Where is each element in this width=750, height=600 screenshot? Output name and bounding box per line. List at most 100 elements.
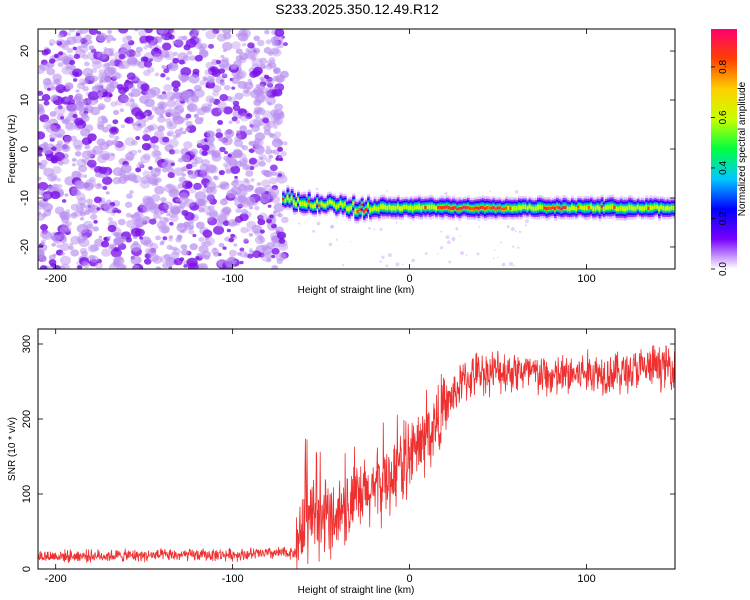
spectrogram-noise-mark — [225, 168, 232, 174]
spectrogram-noise-mark — [274, 117, 284, 125]
spectrogram-noise-mark — [65, 122, 75, 130]
spectrogram-noise-mark — [237, 108, 248, 117]
spectrogram-signal-mark — [562, 205, 566, 210]
spectrogram-noise-mark — [277, 213, 283, 218]
spectrogram-signal-mark — [566, 206, 570, 211]
spectrogram-noise-mark — [130, 102, 138, 109]
spectrogram-noise-mark — [105, 84, 116, 93]
spectrogram-signal-mark — [477, 206, 481, 211]
spectrogram-noise-mark — [198, 237, 205, 243]
spectrogram-signal-mark — [564, 205, 568, 210]
spectrogram-signal-mark — [532, 206, 536, 211]
spectrogram-noise-mark — [148, 58, 153, 62]
spectrogram-noise-mark — [151, 106, 158, 111]
spectrogram-signal-mark — [624, 206, 628, 212]
spectrogram-noise-mark — [168, 122, 174, 127]
spectrogram-signal-mark — [458, 206, 462, 211]
spectrogram-noise-mark — [176, 234, 183, 239]
spectrogram-noise-mark — [179, 229, 185, 234]
spectrogram-signal-mark — [301, 201, 305, 207]
spectrogram-noise-mark — [175, 39, 184, 47]
spectrogram-signal-mark — [519, 205, 523, 211]
spectrogram-noise-mark — [271, 184, 279, 191]
spectrogram-noise-mark — [265, 77, 275, 86]
spectrogram-noise-mark — [66, 32, 71, 36]
spectrogram-noise-mark — [71, 163, 76, 167]
spectrogram-noise-mark — [273, 210, 277, 214]
spectrogram-noise-mark — [42, 78, 53, 87]
spectrogram-signal-mark — [587, 205, 591, 210]
spectrogram-signal-mark — [358, 207, 362, 212]
snr-series-line — [38, 345, 675, 569]
spectrogram-noise-mark — [513, 264, 516, 267]
spectrogram-signal-mark — [318, 203, 322, 208]
spectrogram-noise-mark — [110, 248, 122, 258]
spectrogram-noise-mark — [195, 221, 205, 229]
spectrogram-noise-mark — [160, 240, 165, 244]
spectrogram-noise-mark — [198, 207, 205, 213]
spectrogram-noise-mark — [246, 113, 251, 118]
spectrogram-signal-mark — [316, 199, 320, 204]
spectrogram-noise-mark — [237, 183, 248, 192]
spectrogram-signal-mark — [488, 206, 492, 210]
spectrogram-noise-mark — [144, 29, 153, 34]
spectrogram-signal-mark — [443, 205, 447, 209]
spectrogram-noise-mark — [155, 235, 161, 241]
spectrogram-noise-mark — [204, 69, 213, 76]
spectrogram-noise-mark — [224, 129, 235, 138]
spectrogram-noise-mark — [38, 146, 44, 155]
spectrogram-noise-mark — [79, 29, 89, 34]
spectrogram-noise-mark — [234, 198, 246, 208]
spectrogram-noise-mark — [223, 84, 231, 91]
spectrogram-noise-mark — [260, 79, 265, 83]
spectrogram-noise-mark — [103, 237, 108, 241]
spectrogram-noise-mark — [68, 29, 76, 33]
spectrogram-signal-mark — [598, 206, 602, 212]
spectrogram-noise-mark — [149, 86, 161, 96]
y-tick-label: 10 — [19, 94, 31, 106]
spectrogram-noise-mark — [222, 73, 227, 77]
spectrogram-noise-mark — [56, 244, 61, 248]
spectrogram-noise-mark — [172, 57, 180, 64]
spectrogram-noise-mark — [283, 42, 288, 47]
spectrogram-noise-mark — [181, 35, 188, 41]
spectrogram-noise-mark — [98, 69, 106, 75]
spectrogram-signal-mark — [299, 201, 303, 206]
spectrogram-noise-mark — [273, 131, 282, 138]
spectrogram-noise-mark — [163, 68, 170, 74]
spectrogram-noise-mark — [145, 248, 152, 254]
spectrogram-noise-mark — [178, 59, 185, 65]
spectrogram-noise-mark — [193, 113, 199, 118]
spectrogram-noise-mark — [90, 68, 98, 74]
spectrogram-noise-mark — [46, 208, 52, 213]
spectrogram-noise-mark — [223, 49, 227, 53]
spectrogram-noise-mark — [278, 242, 289, 251]
spectrogram-noise-mark — [70, 249, 80, 257]
spectrogram-noise-mark — [126, 35, 133, 41]
spectrogram-signal-mark — [343, 202, 347, 207]
spectrogram-noise-mark — [231, 41, 241, 50]
spectrogram-noise-mark — [424, 252, 428, 255]
spectrogram-noise-mark — [276, 77, 284, 83]
spectrogram-noise-mark — [344, 219, 347, 222]
spectrogram-noise-mark — [247, 78, 253, 83]
spectrogram-noise-mark — [245, 166, 250, 170]
spectrogram-noise-mark — [43, 123, 51, 130]
spectrogram-noise-mark — [512, 245, 515, 248]
spectrogram-noise-mark — [125, 219, 136, 228]
spectrogram-noise-mark — [65, 104, 74, 112]
spectrogram-noise-mark — [188, 225, 195, 230]
spectrogram-noise-mark — [156, 221, 167, 229]
spectrogram-signal-mark — [503, 207, 507, 211]
spectrogram-signal-mark — [309, 203, 313, 208]
spectrogram-noise-mark — [510, 227, 515, 231]
spectrogram-noise-mark — [255, 83, 261, 89]
spectrogram-signal-mark — [596, 205, 600, 210]
spectrogram-noise-mark — [139, 180, 151, 189]
spectrogram-signal-mark — [617, 206, 621, 212]
spectrogram-signal-mark — [638, 206, 642, 211]
x-tick-label: 0 — [407, 573, 413, 585]
spectrogram-noise-mark — [51, 146, 57, 152]
spectrogram-noise-mark — [368, 226, 371, 230]
spectrogram-noise-mark — [105, 123, 112, 129]
